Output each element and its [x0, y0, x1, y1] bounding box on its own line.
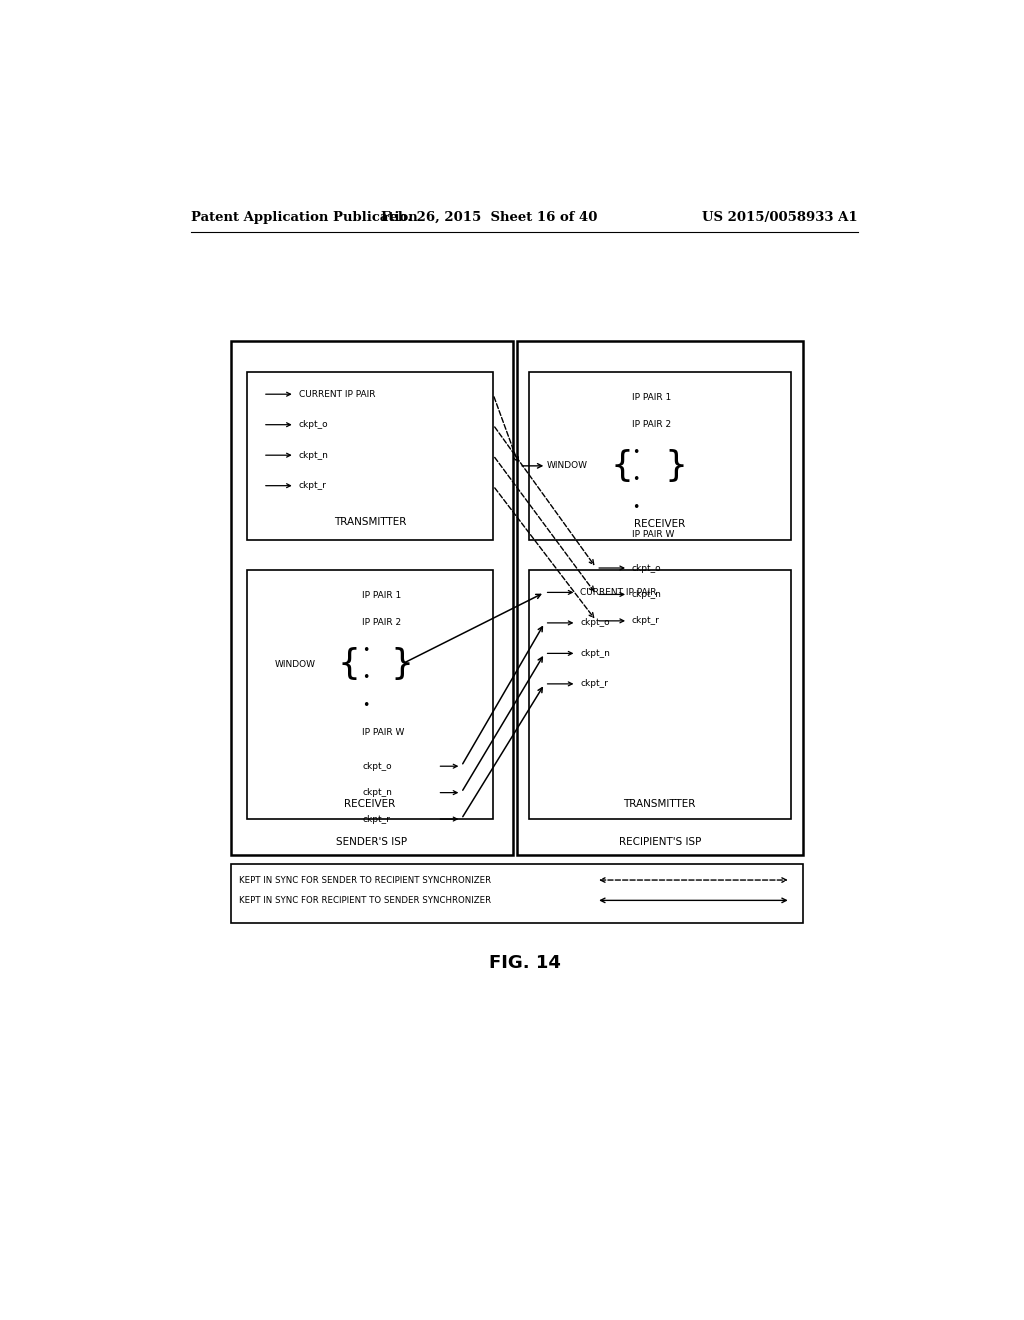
Text: IP PAIR 1: IP PAIR 1 — [362, 591, 401, 601]
Text: •: • — [632, 500, 639, 513]
Text: IP PAIR 2: IP PAIR 2 — [362, 618, 401, 627]
Text: •: • — [362, 672, 370, 684]
Text: ckpt_r: ckpt_r — [581, 680, 608, 688]
Text: ckpt_n: ckpt_n — [362, 788, 392, 797]
Bar — [517, 342, 803, 854]
Text: IP PAIR 1: IP PAIR 1 — [632, 393, 671, 401]
Text: IP PAIR 2: IP PAIR 2 — [632, 420, 671, 429]
Text: SENDER'S ISP: SENDER'S ISP — [337, 837, 408, 846]
Bar — [528, 372, 791, 540]
Text: ckpt_o: ckpt_o — [299, 420, 329, 429]
Text: KEPT IN SYNC FOR RECIPIENT TO SENDER SYNCHRONIZER: KEPT IN SYNC FOR RECIPIENT TO SENDER SYN… — [240, 896, 492, 906]
Text: ckpt_r: ckpt_r — [299, 482, 327, 490]
Bar — [528, 570, 791, 818]
Text: ckpt_r: ckpt_r — [632, 616, 659, 626]
Text: TRANSMITTER: TRANSMITTER — [624, 799, 696, 809]
Text: US 2015/0058933 A1: US 2015/0058933 A1 — [702, 211, 858, 224]
Text: {: { — [611, 449, 634, 483]
Text: IP PAIR W: IP PAIR W — [362, 729, 404, 737]
Text: FIG. 14: FIG. 14 — [488, 954, 561, 973]
Text: {: { — [337, 647, 360, 681]
Text: Patent Application Publication: Patent Application Publication — [191, 211, 418, 224]
Text: •: • — [632, 446, 639, 458]
Bar — [231, 863, 803, 923]
Text: ckpt_n: ckpt_n — [299, 450, 329, 459]
Bar — [247, 372, 493, 540]
Text: RECIPIENT'S ISP: RECIPIENT'S ISP — [618, 837, 700, 846]
Text: •: • — [632, 473, 639, 486]
Text: }: } — [390, 647, 414, 681]
Text: RECEIVER: RECEIVER — [634, 519, 685, 529]
Text: WINDOW: WINDOW — [274, 660, 315, 668]
Bar — [231, 342, 513, 854]
Text: WINDOW: WINDOW — [546, 462, 587, 470]
Text: Feb. 26, 2015  Sheet 16 of 40: Feb. 26, 2015 Sheet 16 of 40 — [381, 211, 597, 224]
Text: ckpt_o: ckpt_o — [362, 762, 392, 771]
Text: •: • — [362, 698, 370, 711]
Text: ckpt_o: ckpt_o — [632, 564, 662, 573]
Text: }: } — [665, 449, 687, 483]
Text: CURRENT IP PAIR: CURRENT IP PAIR — [299, 389, 375, 399]
Text: ckpt_r: ckpt_r — [362, 814, 390, 824]
Bar — [247, 570, 493, 818]
Text: TRANSMITTER: TRANSMITTER — [334, 517, 407, 528]
Text: •: • — [362, 644, 370, 657]
Text: KEPT IN SYNC FOR SENDER TO RECIPIENT SYNCHRONIZER: KEPT IN SYNC FOR SENDER TO RECIPIENT SYN… — [240, 875, 492, 884]
Text: ckpt_n: ckpt_n — [632, 590, 662, 599]
Text: ckpt_o: ckpt_o — [581, 618, 610, 627]
Text: RECEIVER: RECEIVER — [344, 799, 395, 809]
Text: IP PAIR W: IP PAIR W — [632, 529, 675, 539]
Text: ckpt_n: ckpt_n — [581, 649, 610, 657]
Text: CURRENT IP PAIR: CURRENT IP PAIR — [581, 587, 656, 597]
